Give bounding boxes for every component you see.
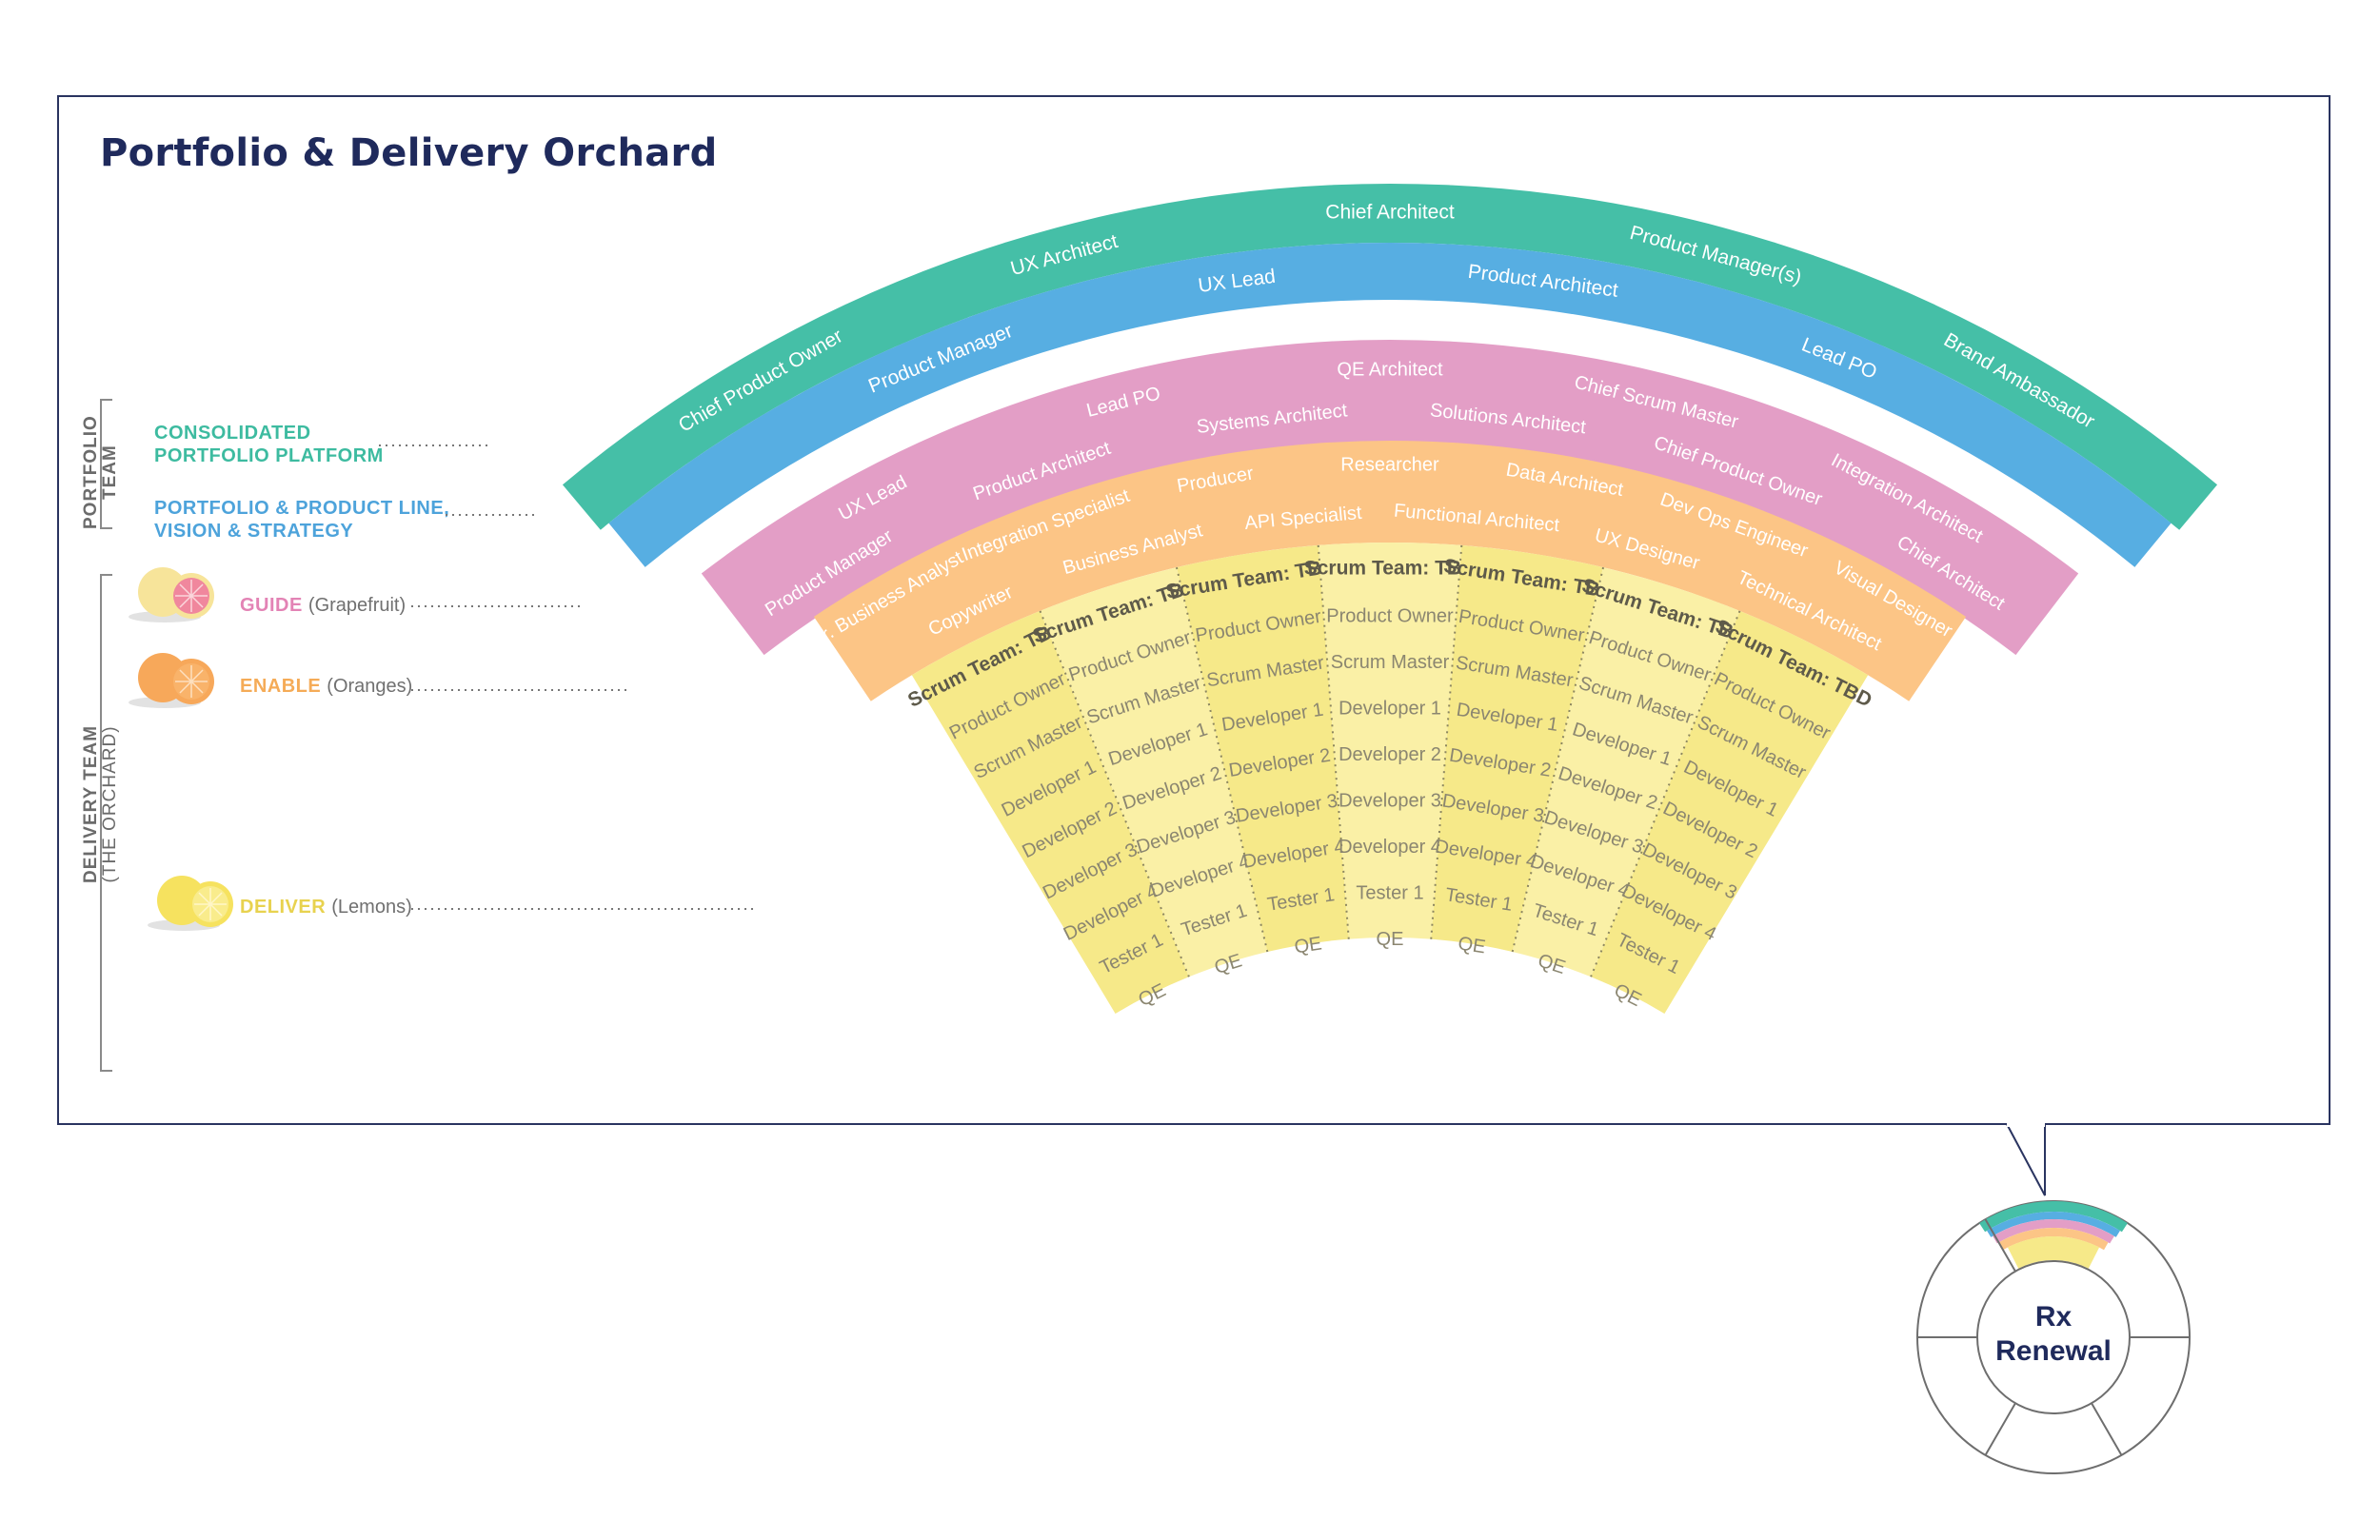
- scrum-team-member: Developer 3: [1339, 790, 1441, 811]
- side-brackets: [100, 399, 112, 1072]
- fruit-segment: [198, 903, 211, 917]
- fruit-segment: [198, 892, 211, 905]
- wheel-pink: [1993, 1219, 2114, 1244]
- legend-deliver: DELIVER (Lemons): [240, 896, 412, 918]
- lemon-icon: [148, 876, 233, 931]
- legend-vision-line1: PORTFOLIO & PRODUCT LINE,: [154, 498, 450, 519]
- legend-enable-label: ENABLE: [240, 676, 322, 697]
- callout-pointer: [2006, 1123, 2046, 1196]
- scrum-team-slice: [1318, 543, 1462, 939]
- band-blue: [608, 242, 2172, 567]
- orange-icon: [129, 653, 214, 708]
- wheel-divider: [1984, 1218, 2016, 1273]
- scrum-team-member: Scrum Master: [1331, 652, 1450, 673]
- wheel-hub: [1976, 1260, 2131, 1414]
- scrum-team-column: Scrum Team: TBD Product Owner Scrum Master…: [1304, 543, 1476, 950]
- pink-band-outer-label: QE Architect: [1337, 359, 1443, 380]
- scrum-team-slice: [911, 610, 1189, 1014]
- wheel-blue: [1987, 1211, 2120, 1237]
- legend-vision: PORTFOLIO & PRODUCT LINE, VISION & STRAT…: [154, 497, 449, 543]
- wheel-label-line1: Rx: [2035, 1301, 2073, 1333]
- scrum-team-slice: [1176, 544, 1349, 952]
- leader-lines: [379, 444, 758, 910]
- scrum-team-slice: [1512, 567, 1740, 977]
- band-teal: [562, 184, 2218, 530]
- fruit-segment: [179, 583, 192, 597]
- fruit-segment: [209, 892, 223, 905]
- legend-consolidated-line1: CONSOLIDATED: [154, 423, 311, 444]
- delivery-bracket: [100, 574, 112, 1072]
- scrum-team-member: Developer 4: [1339, 837, 1441, 858]
- scrum-team-member: QE: [1293, 933, 1323, 958]
- fruit-segment: [190, 681, 204, 694]
- legend-guide: GUIDE (Grapefruit): [240, 594, 406, 617]
- legend-consolidated: CONSOLIDATED PORTFOLIO PLATFORM: [154, 422, 384, 467]
- legend-enable: ENABLE (Oranges): [240, 675, 412, 698]
- wheel-orange: [1998, 1228, 2109, 1251]
- legend-guide-label: GUIDE: [240, 595, 303, 616]
- fruit-segment: [179, 681, 192, 694]
- legend-vision-line2: VISION & STRATEGY: [154, 521, 354, 542]
- scrum-team-member: QE: [1377, 929, 1404, 950]
- orange-band-outer-label: Researcher: [1340, 454, 1439, 475]
- grapefruit-icon: [129, 567, 214, 622]
- callout-tail: [2006, 1123, 2046, 1196]
- fruit-segment: [190, 583, 204, 597]
- scrum-team-slice: [1591, 610, 1869, 1014]
- teal-band-label: Chief Architect: [1325, 202, 1455, 224]
- scrum-team-member: QE: [1457, 933, 1487, 958]
- scrum-team-title: Scrum Team: TBD: [1304, 558, 1476, 580]
- scrum-team-columns: Scrum Team: TBD Product Owner Scrum Master…: [904, 543, 1875, 1014]
- wheel-divider: [2091, 1402, 2123, 1456]
- fruit-segment: [179, 595, 192, 608]
- scrum-team-member: Developer 2: [1339, 744, 1441, 765]
- wheel-teal: [1979, 1200, 2128, 1233]
- legend-enable-paren: (Oranges): [327, 676, 413, 697]
- wheel-divider: [1984, 1402, 2016, 1456]
- scrum-team-slice: [1431, 544, 1604, 952]
- fruit-segment: [209, 903, 223, 917]
- scrum-team-member: Product Owner: [1326, 605, 1454, 626]
- page-title: Portfolio & Delivery Orchard: [100, 131, 718, 175]
- band-pink: [701, 340, 2079, 656]
- legend-guide-paren: (Grapefruit): [307, 595, 407, 616]
- band-orange: [813, 441, 1967, 701]
- fruit-segment: [190, 595, 204, 608]
- fruit-segment: [190, 669, 204, 682]
- wheel-label-line2: Renewal: [1995, 1335, 2112, 1367]
- legend-deliver-paren: (Lemons): [331, 897, 412, 918]
- wheel-yellow: [2007, 1236, 2100, 1269]
- scrum-team-member: Developer 1: [1339, 698, 1441, 719]
- scrum-team-member: Tester 1: [1356, 882, 1423, 903]
- legend-deliver-label: DELIVER: [240, 897, 327, 918]
- arc-bands: [562, 184, 2218, 701]
- scrum-team-slice: [1040, 567, 1268, 977]
- fruit-segment: [179, 669, 192, 682]
- legend-consolidated-line2: PORTFOLIO PLATFORM: [154, 445, 384, 466]
- portfolio-bracket: [100, 399, 112, 529]
- fruit-icons: [129, 567, 233, 931]
